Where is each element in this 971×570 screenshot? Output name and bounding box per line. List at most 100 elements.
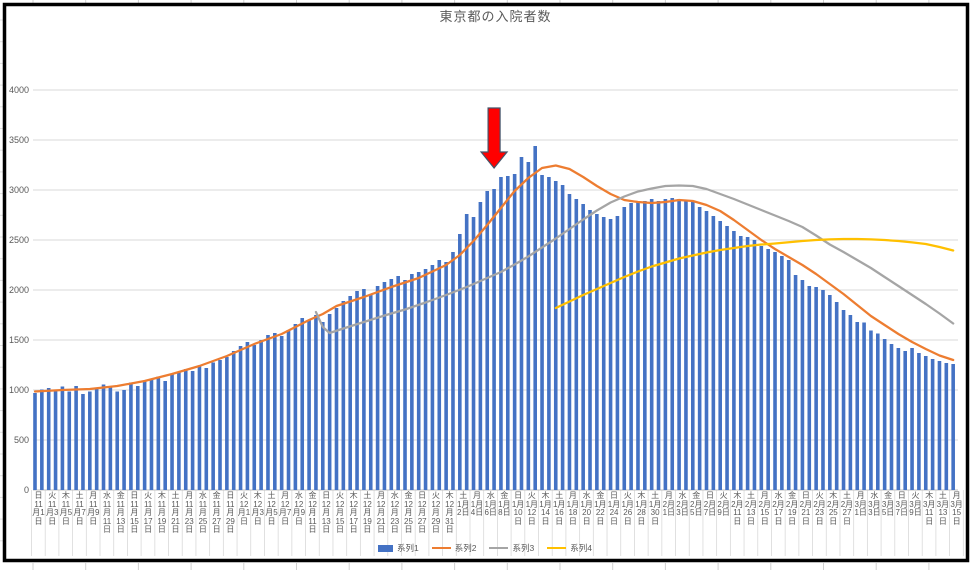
bar bbox=[896, 348, 901, 490]
bar bbox=[608, 219, 613, 490]
bar bbox=[451, 252, 455, 490]
bar bbox=[410, 274, 414, 490]
legend[interactable]: 系列1 系列2 系列3 系列4 bbox=[378, 542, 592, 554]
x-tick-label: 日 1月 10 日 bbox=[511, 491, 525, 526]
x-tick-label: 金 11 月 27 日 bbox=[212, 491, 222, 535]
bar bbox=[142, 381, 147, 490]
bar bbox=[677, 199, 681, 490]
x-tick-label: 月 1月 18 日 bbox=[566, 491, 580, 526]
x-tick-label: 日 3月 7日 bbox=[895, 491, 908, 518]
bar bbox=[759, 246, 764, 490]
bar bbox=[115, 391, 120, 490]
bar bbox=[67, 391, 72, 490]
x-tick-label: 月 3月 15 日 bbox=[950, 491, 963, 526]
bar bbox=[684, 201, 688, 490]
legend-label: 系列2 bbox=[454, 543, 477, 553]
bar bbox=[923, 356, 928, 490]
bar bbox=[259, 340, 263, 490]
x-tick-label: 水 12 月 23 日 bbox=[390, 491, 400, 535]
series-line-系列2[interactable] bbox=[33, 164, 955, 393]
y-tick-label: 500 bbox=[13, 435, 29, 445]
bar bbox=[197, 365, 202, 490]
x-tick-label: 火 11 月3 日 bbox=[45, 491, 59, 526]
y-tick-label: 3000 bbox=[8, 185, 29, 195]
x-tick-label: 水 11 月 11 日 bbox=[102, 491, 112, 535]
legend-item-1[interactable]: 系列1 bbox=[378, 542, 419, 554]
legend-item-2[interactable]: 系列2 bbox=[431, 542, 477, 554]
x-tick-label: 木 2月 25 日 bbox=[827, 491, 840, 526]
bar bbox=[423, 269, 428, 490]
bar bbox=[334, 308, 339, 490]
bar bbox=[560, 185, 565, 490]
bar bbox=[937, 361, 942, 490]
legend-item-4[interactable]: 系列4 bbox=[547, 542, 592, 554]
bar bbox=[601, 217, 606, 490]
bar bbox=[320, 322, 325, 490]
series-line-系列3[interactable] bbox=[314, 184, 955, 335]
x-tick-label: 土 3月 13 日 bbox=[936, 491, 950, 526]
x-tick-label: 火 12 月1 日 bbox=[237, 491, 251, 526]
x-tick-label: 日 11 月1 日 bbox=[32, 491, 45, 526]
bar bbox=[341, 301, 346, 490]
x-tick-label: 月 3月 1日 bbox=[854, 491, 867, 518]
bar bbox=[218, 360, 222, 490]
x-tick-label: 水 11 月 25 日 bbox=[198, 491, 208, 535]
bar bbox=[567, 194, 572, 490]
series-line-系列4[interactable] bbox=[554, 237, 955, 310]
bar bbox=[807, 286, 812, 490]
x-tick-label: 木 2月 11 日 bbox=[731, 491, 744, 526]
x-tick-label: 火 11 月 17 日 bbox=[143, 491, 153, 535]
x-tick-label: 木 12 月 17 日 bbox=[349, 491, 359, 535]
bar bbox=[738, 236, 743, 490]
y-tick-label: 2500 bbox=[8, 235, 29, 245]
bar bbox=[149, 379, 154, 490]
bar bbox=[533, 146, 537, 490]
bar bbox=[471, 217, 476, 490]
legend-item-3[interactable]: 系列3 bbox=[489, 542, 534, 554]
x-tick-label: 月 2月 15 日 bbox=[758, 491, 771, 526]
x-tick-label: 日 12 月 13 日 bbox=[321, 491, 331, 535]
x-tick-label: 火 1月 26 日 bbox=[621, 491, 634, 526]
x-tick-label: 金 11 月 13 日 bbox=[116, 491, 126, 535]
x-tick-label: 土 2月 13 日 bbox=[744, 491, 758, 526]
bar bbox=[437, 260, 442, 490]
y-tick-label: 3500 bbox=[8, 135, 29, 145]
bar bbox=[60, 386, 65, 490]
x-tick-label: 木 1月 28 日 bbox=[635, 491, 648, 526]
red-arrow-annotation[interactable] bbox=[479, 107, 509, 169]
bar bbox=[780, 256, 784, 490]
bar bbox=[574, 199, 579, 490]
x-tick-label: 土 12 月5 日 bbox=[265, 491, 278, 526]
y-tick-label: 1000 bbox=[8, 385, 29, 395]
legend-line-swatch bbox=[489, 546, 509, 550]
bar bbox=[649, 199, 654, 490]
bar bbox=[519, 157, 524, 490]
x-tick-label: 土 11 月7 日 bbox=[73, 491, 86, 526]
bar bbox=[711, 216, 716, 490]
bar bbox=[163, 381, 167, 490]
bar bbox=[690, 202, 695, 490]
bar bbox=[889, 344, 894, 490]
bar bbox=[766, 249, 770, 490]
bar bbox=[403, 280, 407, 490]
bar bbox=[129, 382, 133, 490]
bar bbox=[547, 177, 551, 490]
x-tick-label: 火 3月 9日 bbox=[909, 491, 922, 518]
x-tick-label: 月 11 月9 日 bbox=[87, 491, 100, 526]
series-bars-系列1[interactable] bbox=[33, 146, 955, 490]
x-tick-label: 木 12 月 31 日 bbox=[445, 491, 455, 535]
legend-line-swatch bbox=[547, 546, 567, 550]
bar bbox=[786, 260, 791, 490]
bar bbox=[53, 390, 58, 490]
bar bbox=[595, 214, 599, 490]
bar bbox=[773, 252, 777, 490]
x-tick-label: 水 1月 6日 bbox=[484, 491, 497, 518]
x-tick-label: 水 2月 17 日 bbox=[772, 491, 785, 526]
bar bbox=[108, 386, 113, 490]
bar bbox=[732, 231, 736, 490]
bar bbox=[293, 324, 298, 490]
bar bbox=[862, 322, 866, 490]
